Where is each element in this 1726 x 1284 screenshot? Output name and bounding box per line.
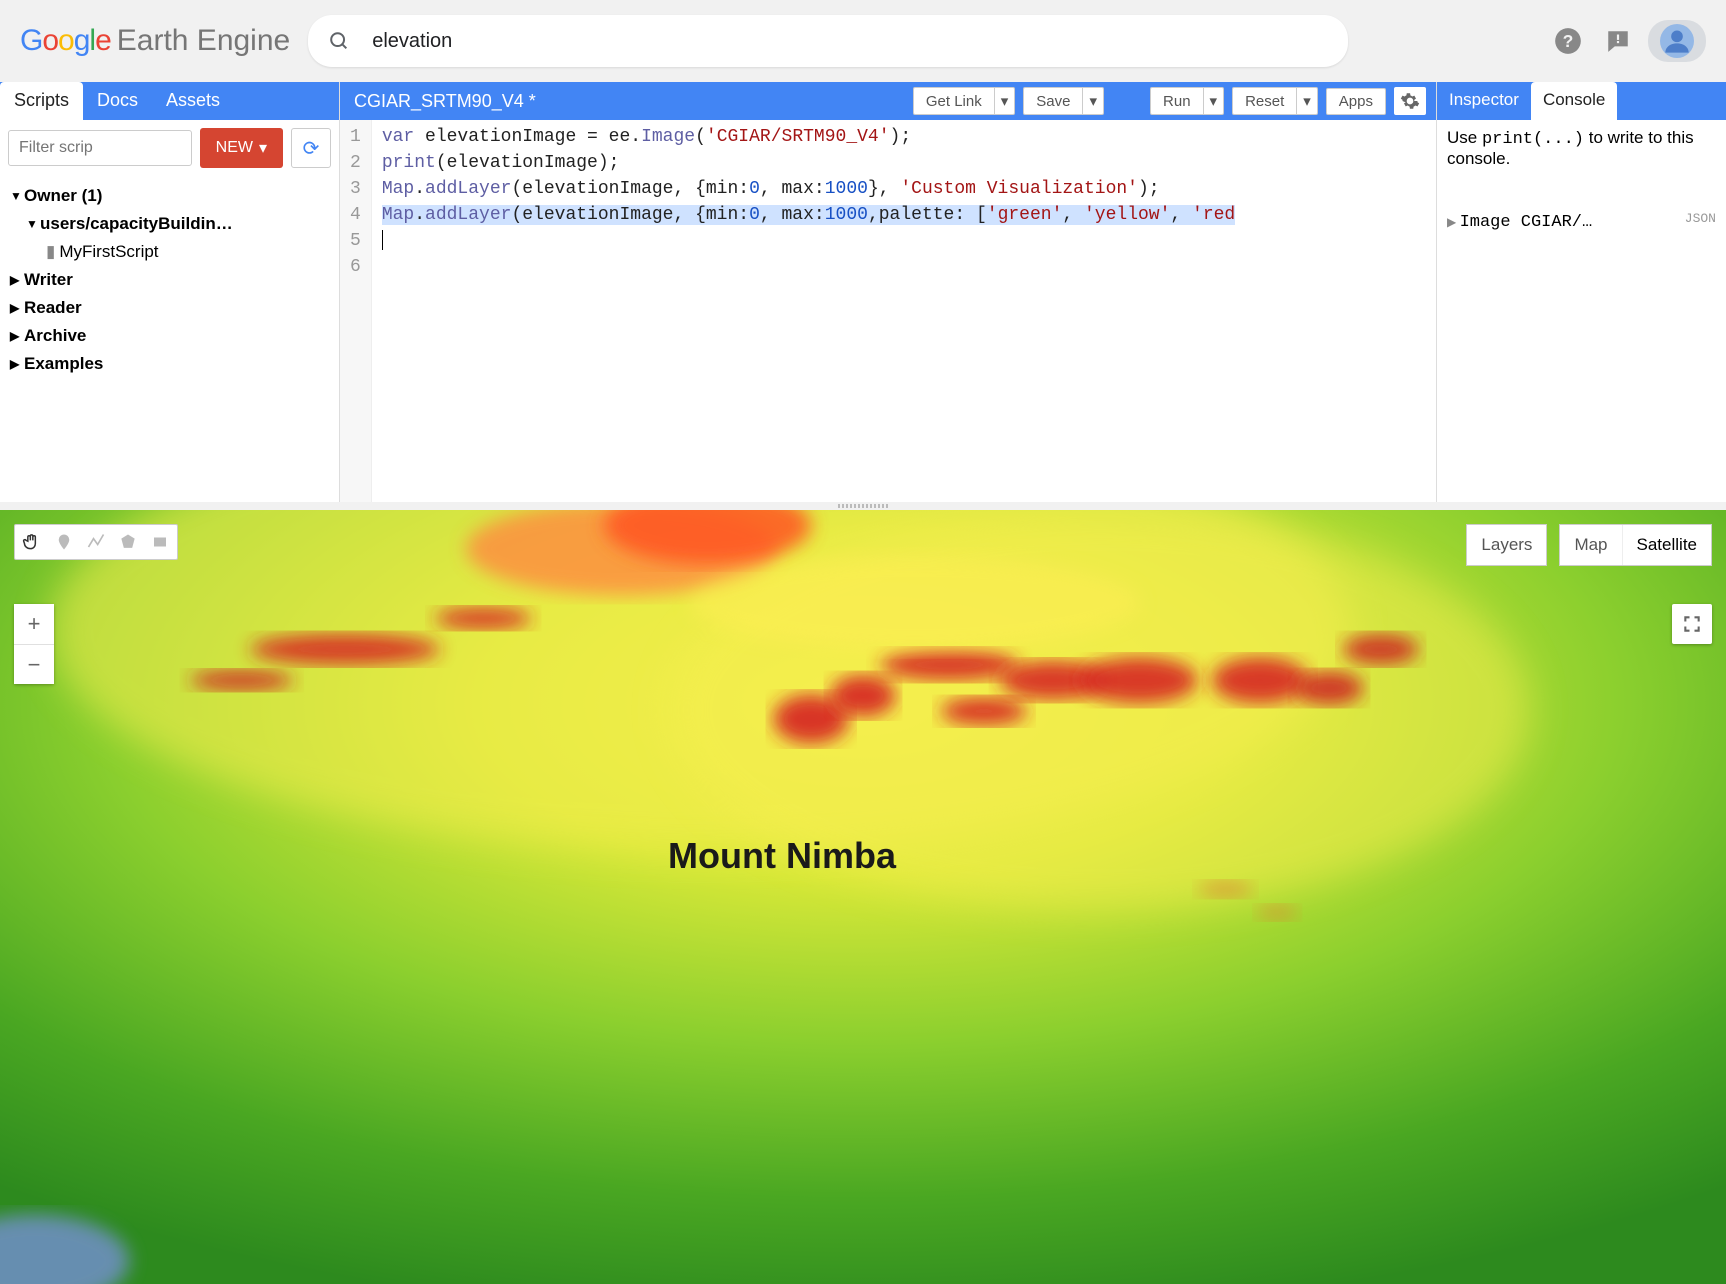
get-link-button[interactable]: Get Link bbox=[913, 87, 994, 115]
tree-reader[interactable]: ▶Reader bbox=[10, 294, 329, 322]
line-tool-icon[interactable] bbox=[83, 529, 109, 555]
feedback-icon[interactable] bbox=[1598, 21, 1638, 61]
header-right: ? bbox=[1528, 20, 1706, 62]
get-link-dropdown[interactable]: ▾ bbox=[994, 87, 1016, 115]
new-button[interactable]: NEW▾ bbox=[200, 128, 283, 168]
map-canvas bbox=[0, 510, 1726, 1284]
console-hint: Use print(...) to write to this console. bbox=[1447, 128, 1716, 169]
code-editor[interactable]: 123456 var elevationImage = ee.Image('CG… bbox=[340, 120, 1436, 502]
zoom-out-button[interactable]: − bbox=[14, 644, 54, 684]
dropdown-icon: ▾ bbox=[259, 138, 267, 158]
svg-text:?: ? bbox=[1563, 31, 1574, 51]
layers-button[interactable]: Layers bbox=[1466, 524, 1547, 566]
maptype-group: Map Satellite bbox=[1559, 524, 1712, 566]
tab-scripts[interactable]: Scripts bbox=[0, 82, 83, 120]
zoom-control: + − bbox=[14, 604, 54, 684]
tab-docs[interactable]: Docs bbox=[83, 82, 152, 120]
logo-product: Earth Engine bbox=[117, 24, 290, 58]
refresh-button[interactable]: ⟳ bbox=[291, 128, 331, 168]
editor-header: CGIAR_SRTM90_V4 * Get Link▾ Save▾ Run▾ R… bbox=[340, 82, 1436, 120]
script-title: CGIAR_SRTM90_V4 * bbox=[350, 91, 536, 112]
console-panel: Inspector Console Use print(...) to writ… bbox=[1436, 82, 1726, 502]
avatar[interactable] bbox=[1648, 20, 1706, 62]
save-button[interactable]: Save bbox=[1023, 87, 1082, 115]
code-lines[interactable]: var elevationImage = ee.Image('CGIAR/SRT… bbox=[372, 120, 1436, 502]
file-icon: ▮ bbox=[46, 242, 55, 262]
script-tree: ▼Owner (1) ▼users/capacityBuildin… ▮MyFi… bbox=[0, 176, 339, 384]
tree-archive[interactable]: ▶Archive bbox=[10, 322, 329, 350]
tree-examples[interactable]: ▶Examples bbox=[10, 350, 329, 378]
tree-user-folder[interactable]: ▼users/capacityBuildin… bbox=[10, 210, 329, 238]
rectangle-tool-icon[interactable] bbox=[147, 529, 173, 555]
scripts-tabs: Scripts Docs Assets bbox=[0, 82, 339, 120]
pan-tool-icon[interactable] bbox=[19, 529, 45, 555]
reset-dropdown[interactable]: ▾ bbox=[1296, 87, 1318, 115]
run-button[interactable]: Run bbox=[1150, 87, 1203, 115]
apps-button[interactable]: Apps bbox=[1326, 88, 1386, 115]
scripts-panel: Scripts Docs Assets NEW▾ ⟳ ▼Owner (1) ▼u… bbox=[0, 82, 340, 502]
line-gutter: 123456 bbox=[340, 120, 372, 502]
header: Google Earth Engine ? bbox=[0, 0, 1726, 82]
console-tabs: Inspector Console bbox=[1437, 82, 1726, 120]
logo[interactable]: Google Earth Engine bbox=[20, 24, 290, 58]
satellite-button[interactable]: Satellite bbox=[1622, 525, 1711, 565]
map-label: Mount Nimba bbox=[668, 835, 896, 877]
reset-button[interactable]: Reset bbox=[1232, 87, 1296, 115]
save-dropdown[interactable]: ▾ bbox=[1082, 87, 1104, 115]
map[interactable]: Mount Nimba Layers Map Satellite + − bbox=[0, 510, 1726, 1284]
gear-icon[interactable] bbox=[1394, 87, 1426, 115]
help-icon[interactable]: ? bbox=[1548, 21, 1588, 61]
console-output-row[interactable]: ▶ Image CGIAR/… JSON bbox=[1447, 209, 1716, 234]
tree-writer[interactable]: ▶Writer bbox=[10, 266, 329, 294]
search-box[interactable] bbox=[308, 15, 1348, 67]
marker-tool-icon[interactable] bbox=[51, 529, 77, 555]
json-toggle[interactable]: JSON bbox=[1685, 211, 1716, 226]
run-dropdown[interactable]: ▾ bbox=[1203, 87, 1225, 115]
console-body: Use print(...) to write to this console.… bbox=[1437, 120, 1726, 242]
tree-owner[interactable]: ▼Owner (1) bbox=[10, 182, 329, 210]
tree-file[interactable]: ▮MyFirstScript bbox=[10, 238, 329, 266]
map-toolbar bbox=[14, 524, 178, 560]
tab-console[interactable]: Console bbox=[1531, 82, 1617, 120]
horizontal-resizer[interactable] bbox=[0, 502, 1726, 510]
search-input[interactable] bbox=[372, 30, 1328, 53]
polygon-tool-icon[interactable] bbox=[115, 529, 141, 555]
logo-google: Google bbox=[20, 24, 111, 58]
search-icon bbox=[328, 30, 350, 52]
zoom-in-button[interactable]: + bbox=[14, 604, 54, 644]
map-button[interactable]: Map bbox=[1560, 525, 1621, 565]
tab-inspector[interactable]: Inspector bbox=[1437, 82, 1531, 120]
tab-assets[interactable]: Assets bbox=[152, 82, 234, 120]
filter-scripts-input[interactable] bbox=[8, 130, 192, 166]
editor-panel: CGIAR_SRTM90_V4 * Get Link▾ Save▾ Run▾ R… bbox=[340, 82, 1436, 502]
fullscreen-button[interactable] bbox=[1672, 604, 1712, 644]
